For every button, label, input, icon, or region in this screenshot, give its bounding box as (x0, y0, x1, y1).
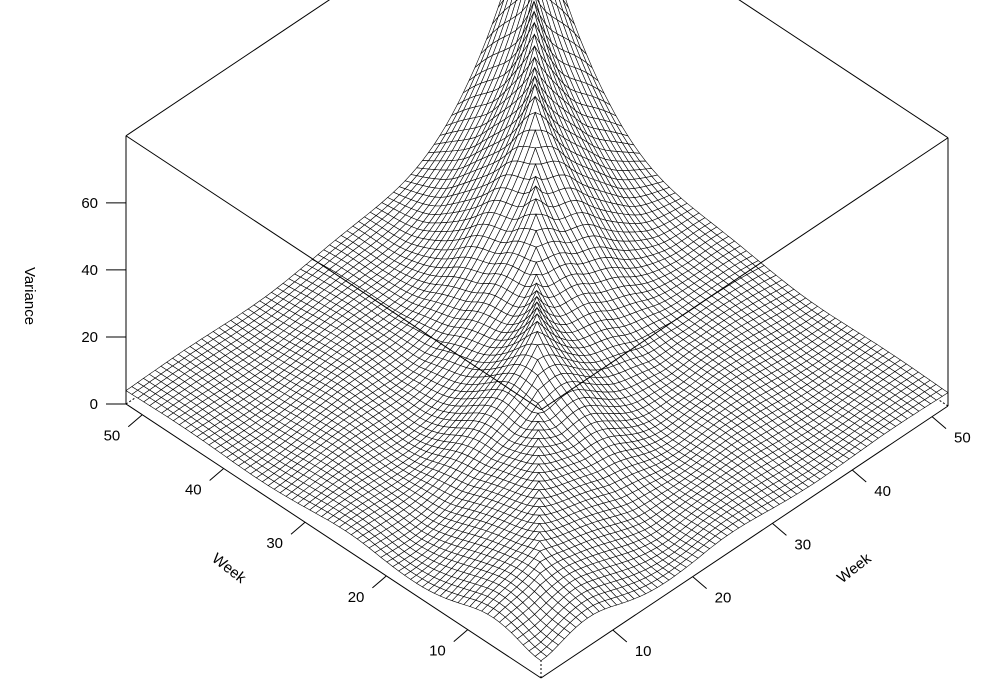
surface-facet (515, 0, 518, 2)
x-tick-50 (127, 414, 143, 428)
z-axis-title: Variance (21, 267, 38, 325)
x-axis-title: Week (209, 550, 250, 587)
z-tick-label-60: 60 (81, 195, 98, 212)
x-tick-20 (372, 575, 387, 589)
y-tick-10 (612, 629, 628, 643)
x-tick-label-30: 30 (266, 535, 283, 552)
x-tick-10 (453, 629, 469, 643)
y-tick-label-20: 20 (715, 590, 732, 607)
x-tick-label-40: 40 (185, 481, 202, 498)
z-tick-label-40: 40 (81, 262, 98, 279)
z-tick-label-20: 20 (81, 329, 98, 346)
x-tick-label-50: 50 (104, 428, 121, 445)
x-tick-label-20: 20 (348, 589, 365, 606)
z-tick-label-0: 0 (90, 396, 98, 413)
y-tick-40 (851, 469, 867, 483)
y-tick-20 (692, 576, 707, 590)
x-tick-label-10: 10 (429, 643, 446, 660)
y-tick-label-50: 50 (954, 430, 971, 447)
y-tick-30 (772, 522, 787, 536)
y-axis-title: Week (834, 550, 875, 587)
y-tick-label-10: 10 (635, 643, 652, 660)
y-tick-label-40: 40 (874, 483, 891, 500)
x-tick-40 (209, 468, 224, 481)
surface-mesh (125, 0, 949, 662)
y-tick-label-30: 30 (794, 536, 811, 553)
x-tick-30 (290, 521, 306, 535)
y-tick-50 (931, 416, 947, 430)
